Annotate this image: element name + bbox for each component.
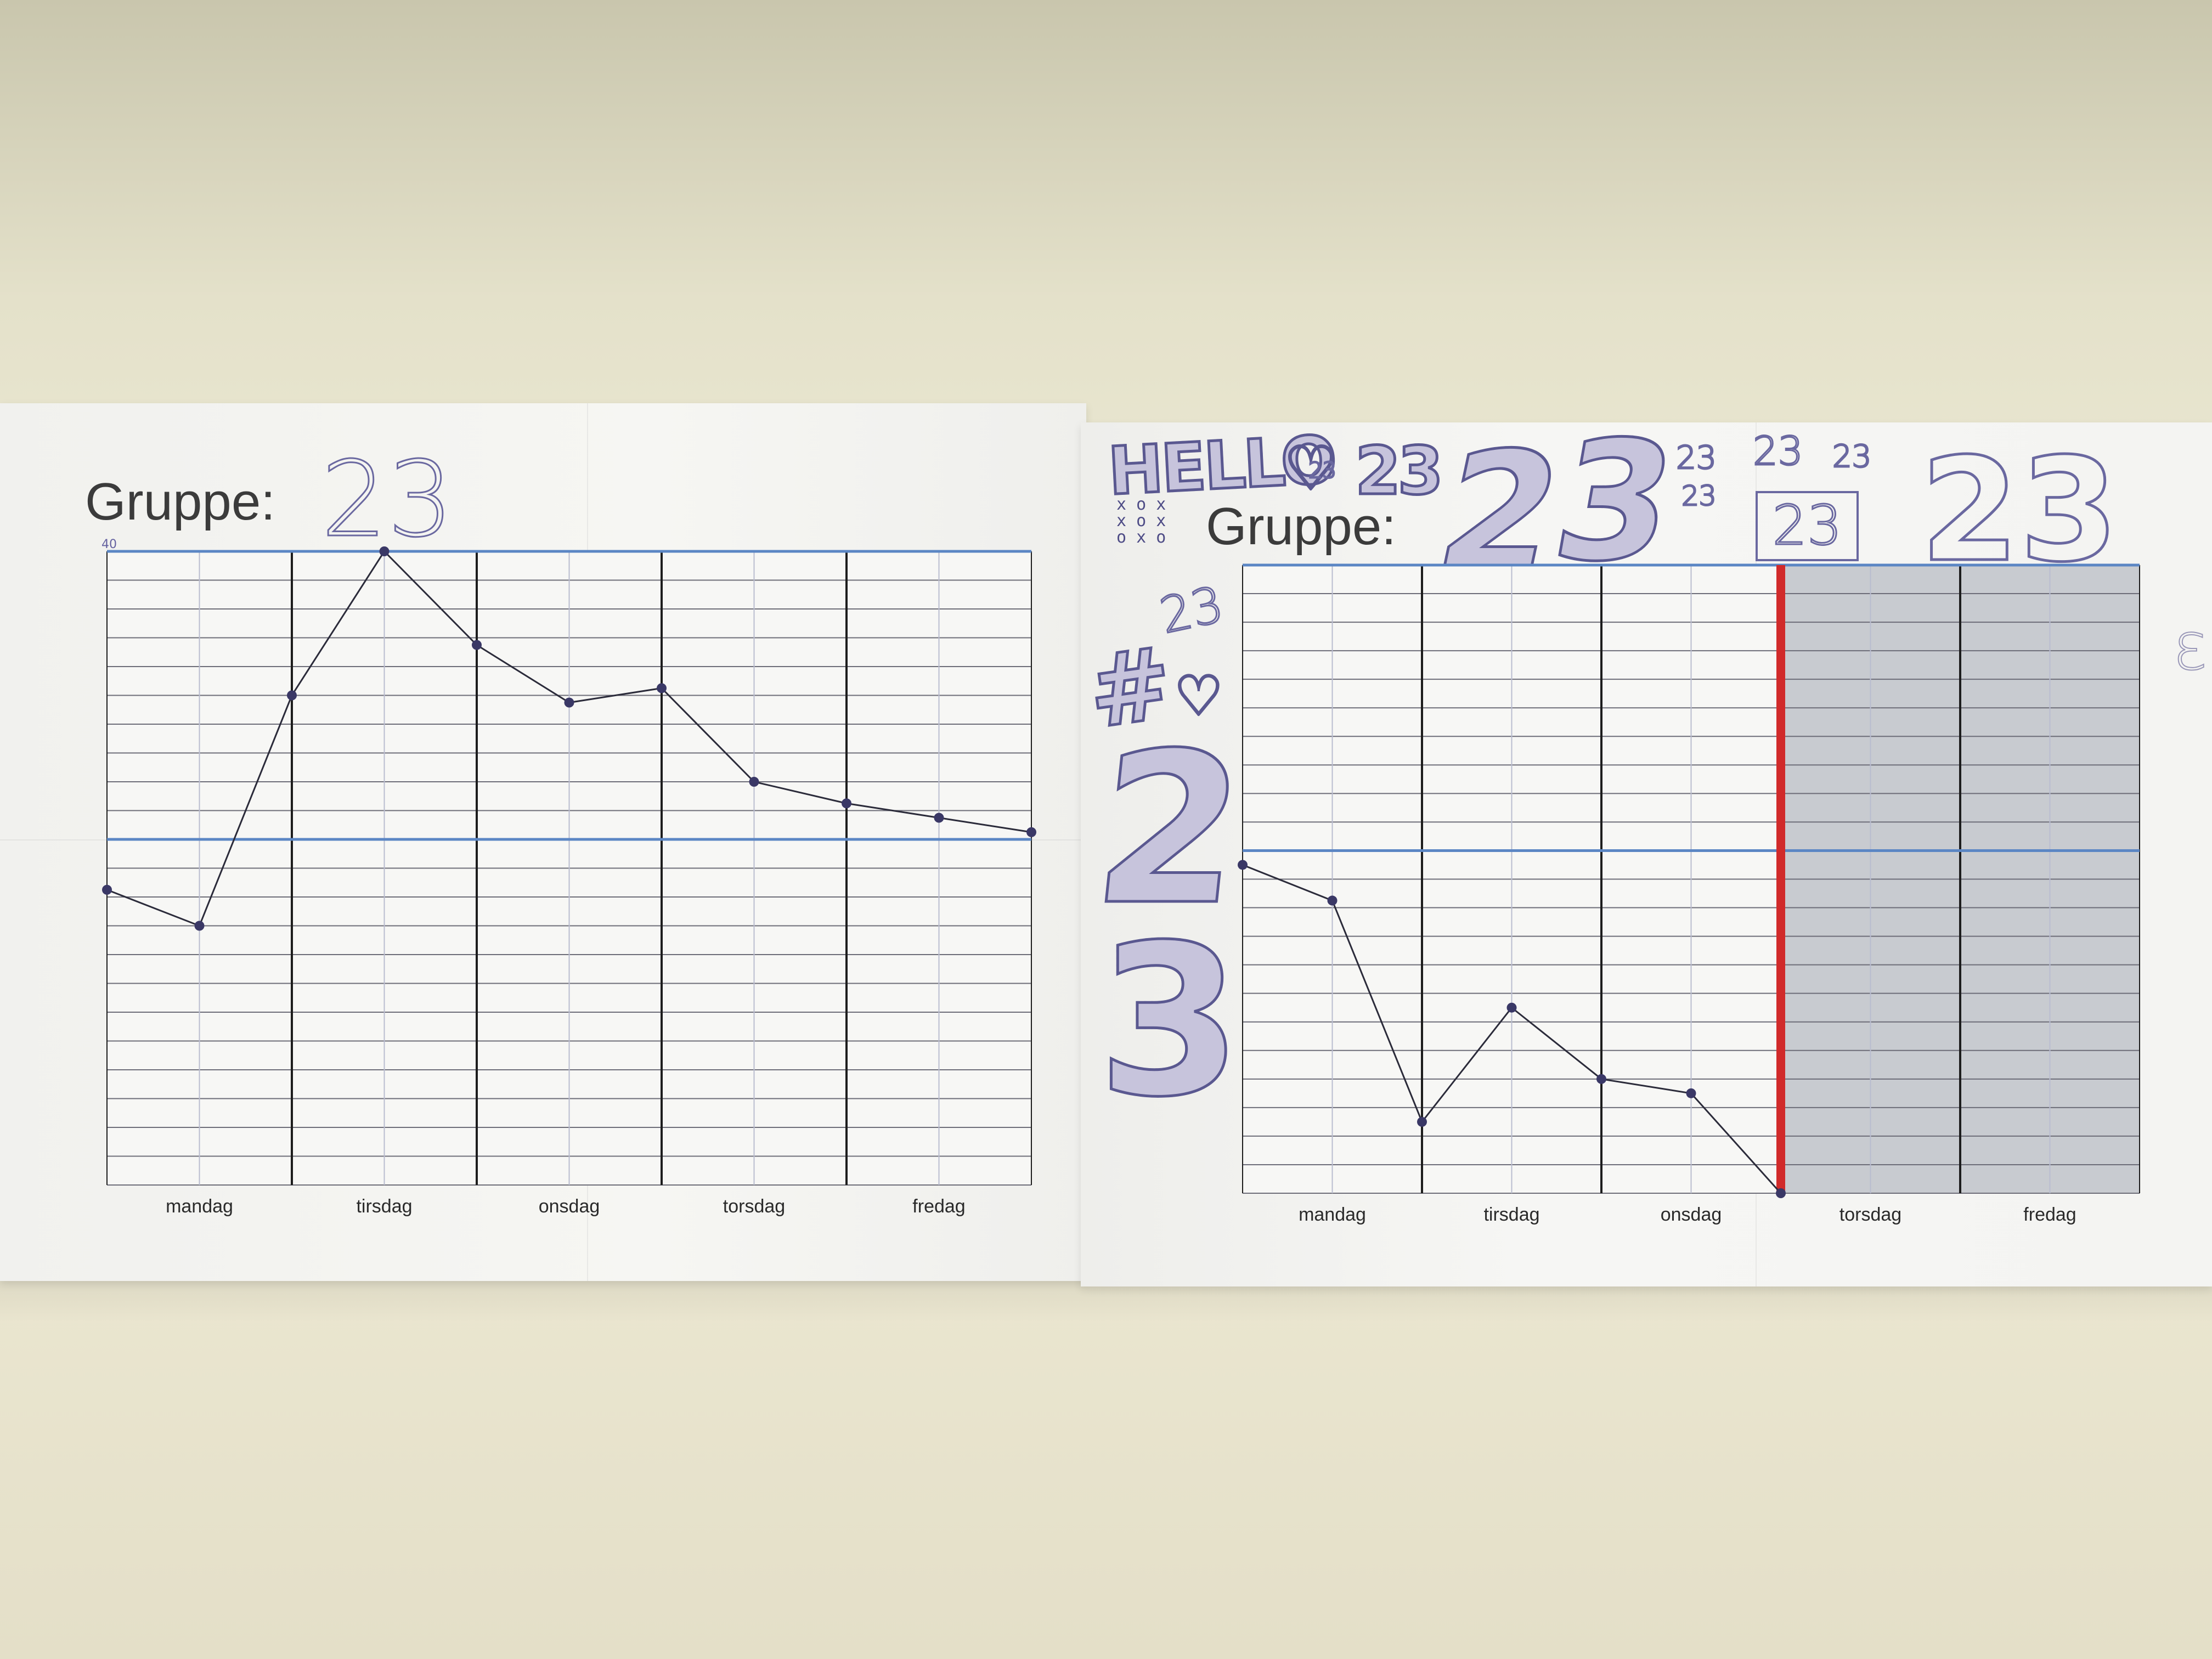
tic-tac-toe-row: x o x: [1116, 511, 1166, 531]
data-point: [1506, 1002, 1517, 1013]
data-point: [657, 683, 667, 693]
data-point: [1596, 1074, 1606, 1084]
data-point: [287, 690, 297, 701]
small-23-doodle-d: 23: [1831, 438, 1872, 476]
boxed-small-doodle: 23: [1354, 432, 1445, 511]
data-point: [194, 921, 205, 931]
day-label: onsdag: [538, 1196, 600, 1217]
heart-number-doodle: 23: [1308, 458, 1338, 484]
tic-tac-toe-row: x o x: [1116, 495, 1166, 514]
tic-tac-toe-row: o x o: [1116, 528, 1166, 547]
heart-doodle: ♡: [1283, 432, 1339, 505]
day-label: tirsdag: [1483, 1204, 1540, 1225]
day-label: torsdag: [723, 1196, 786, 1217]
tic-tac-toe-doodle: x o x x o x o x o: [1116, 496, 1166, 546]
edge-doodle: ε: [2172, 608, 2209, 686]
data-point: [842, 798, 851, 809]
day-label: onsdag: [1660, 1204, 1722, 1225]
day-label: tirsdag: [356, 1196, 413, 1217]
day-label: mandag: [1299, 1204, 1366, 1225]
left-title-label: Gruppe:: [85, 472, 275, 531]
small-23-doodle-b: 23: [1681, 479, 1718, 513]
red-marker-line: [1776, 565, 1785, 1193]
left-axis-top-note: 40: [101, 538, 117, 551]
data-point: [564, 697, 574, 708]
data-point: [1026, 827, 1036, 837]
data-point: [749, 777, 759, 787]
day-label: fredag: [2023, 1204, 2076, 1225]
data-point: [1238, 860, 1248, 870]
data-point: [934, 812, 944, 823]
right-title-label: Gruppe:: [1206, 497, 1396, 556]
small-23-doodle-c: 23: [1752, 427, 1804, 475]
data-point: [102, 884, 112, 895]
data-point: [1686, 1088, 1696, 1098]
data-point: [472, 640, 482, 650]
boxed-23-doodle: 23: [1756, 491, 1859, 561]
data-point: [1417, 1116, 1427, 1127]
day-label: fredag: [912, 1196, 966, 1217]
tall-3-doodle: 3: [1096, 899, 1243, 1144]
data-point: [1327, 895, 1338, 906]
broken-heart-doodle: ♡: [1173, 663, 1224, 729]
data-point: [1776, 1188, 1786, 1198]
left-group-number: 23: [320, 438, 455, 561]
small-23-doodle-a: 23: [1675, 438, 1718, 477]
data-point: [379, 546, 390, 556]
day-label: torsdag: [1839, 1204, 1902, 1225]
day-label: mandag: [166, 1196, 233, 1217]
